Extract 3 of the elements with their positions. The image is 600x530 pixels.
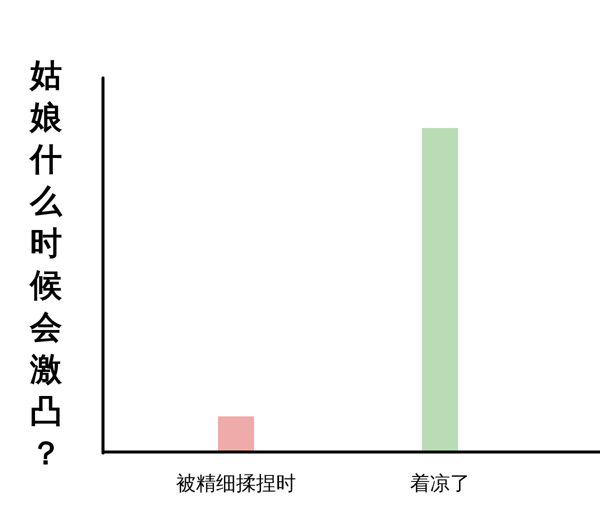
- x-tick-label: 着凉了: [410, 471, 470, 495]
- text: 姑娘什么时候会激凸？: [30, 56, 62, 472]
- x-tick-label: 被精细揉捏时: [176, 471, 296, 495]
